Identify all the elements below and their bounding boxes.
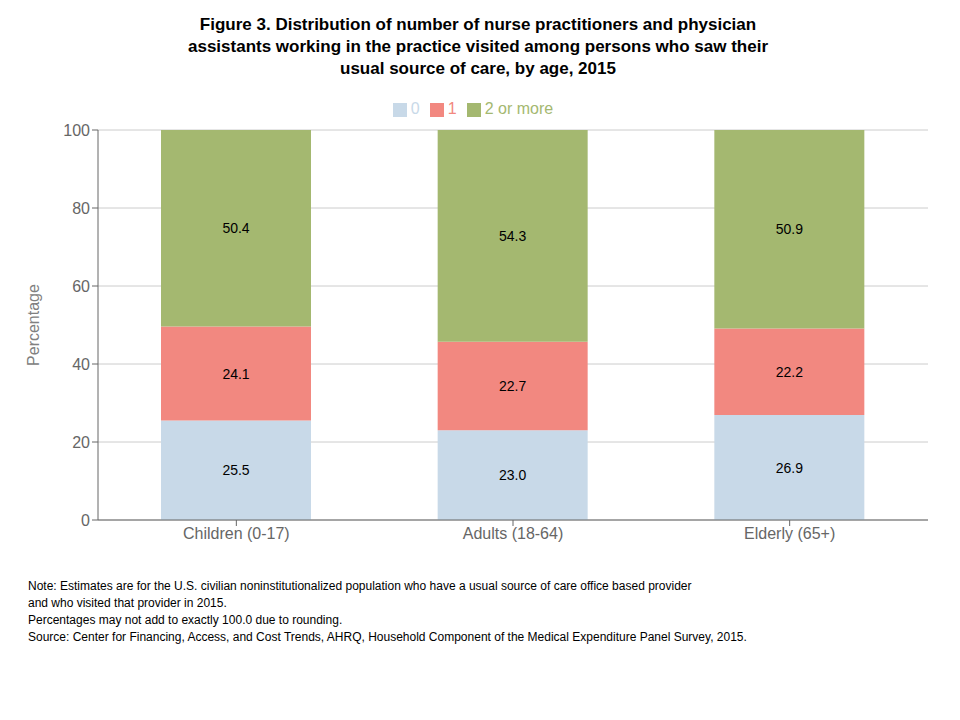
svg-text:Adults (18-64): Adults (18-64) xyxy=(463,525,564,542)
html-text:and who visited that provider: and who visited that provider in 2015. xyxy=(28,596,227,610)
html-text:usual source of care, by age,: usual source of care, by age, 2015 xyxy=(340,59,616,78)
html-text:Source: Center for Financing,: Source: Center for Financing, Access, an… xyxy=(28,630,747,644)
svg-text:22.2: 22.2 xyxy=(776,364,803,380)
svg-text:26.9: 26.9 xyxy=(776,460,803,476)
html-text:Figure 3. Distribution of numb: Figure 3. Distribution of number of nurs… xyxy=(199,15,757,34)
svg-text:40: 40 xyxy=(72,356,90,373)
html-text:Percentages may not add to exa: Percentages may not add to exactly 100.0… xyxy=(28,613,343,627)
svg-text:50.4: 50.4 xyxy=(222,220,249,236)
svg-text:Elderly (65+): Elderly (65+) xyxy=(744,525,835,542)
html-text:1: 1 xyxy=(447,100,457,117)
svg-text:100: 100 xyxy=(63,122,90,139)
svg-text:24.1: 24.1 xyxy=(222,366,249,382)
svg-text:20: 20 xyxy=(72,434,90,451)
svg-text:50.9: 50.9 xyxy=(776,221,803,237)
svg-text:Children (0-17): Children (0-17) xyxy=(183,525,290,542)
svg-text:25.5: 25.5 xyxy=(222,462,249,478)
html-text:Note: Estimates are for the U.: Note: Estimates are for the U.S. civilia… xyxy=(28,579,692,593)
svg-text:60: 60 xyxy=(72,278,90,295)
html-text:0: 0 xyxy=(410,100,420,117)
html-text:2 or more: 2 or more xyxy=(484,100,554,117)
svg-text:80: 80 xyxy=(72,200,90,217)
svg-text:54.3: 54.3 xyxy=(499,228,526,244)
svg-text:23.0: 23.0 xyxy=(499,467,526,483)
html-text:assistants working in the prac: assistants working in the practice visit… xyxy=(188,37,768,56)
svg-text:Percentage: Percentage xyxy=(25,284,42,366)
svg-text:22.7: 22.7 xyxy=(499,378,526,394)
svg-text:0: 0 xyxy=(81,512,90,529)
